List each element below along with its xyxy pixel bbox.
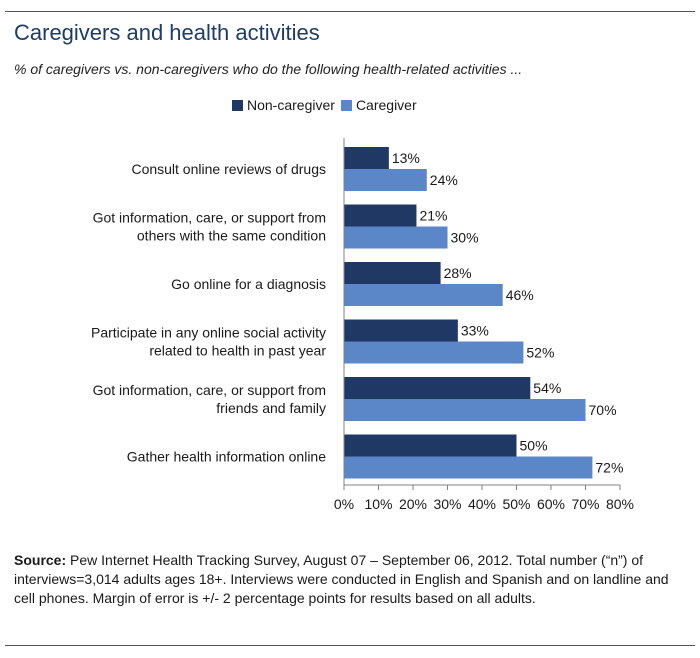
category-label-line: others with the same condition <box>137 228 326 244</box>
bar-caregiver <box>344 226 448 249</box>
data-label-non-caregiver: 13% <box>392 150 420 166</box>
category-label-line: Consult online reviews of drugs <box>131 161 326 177</box>
bar-non-caregiver <box>344 262 441 284</box>
source-text: Pew Internet Health Tracking Survey, Aug… <box>14 552 669 606</box>
data-label-non-caregiver: 33% <box>461 323 489 339</box>
category-label-line: Got information, care, or support from <box>93 210 326 226</box>
data-label-caregiver: 24% <box>430 172 458 188</box>
legend-label-non-caregiver: Non-caregiver <box>247 97 335 113</box>
source-label: Source: <box>14 552 67 568</box>
category-label-line: Gather health information online <box>127 449 326 465</box>
source-note: Source: Pew Internet Health Tracking Sur… <box>14 551 684 608</box>
category-label: Gather health information online <box>127 449 326 465</box>
x-tick-label: 20% <box>399 496 427 512</box>
category-label-line: related to health in past year <box>149 343 326 359</box>
category-label-line: Go online for a diagnosis <box>171 276 326 292</box>
bar-caregiver <box>344 456 593 479</box>
legend-item-non-caregiver: Non-caregiver <box>232 97 335 113</box>
x-tick-label: 70% <box>571 496 599 512</box>
top-rule <box>5 11 695 12</box>
bar-non-caregiver <box>344 434 517 457</box>
category-label-line: Participate in any online social activit… <box>91 325 326 341</box>
data-label-caregiver: 46% <box>506 287 534 303</box>
chart-subtitle: % of caregivers vs. non-caregivers who d… <box>14 61 523 77</box>
bar-non-caregiver <box>344 147 389 169</box>
x-tick-label: 0% <box>334 496 354 512</box>
data-label-caregiver: 30% <box>451 230 479 246</box>
x-tick-label: 60% <box>537 496 565 512</box>
bottom-rule <box>5 645 695 646</box>
x-tick-label: 30% <box>433 496 461 512</box>
legend-swatch-caregiver <box>340 99 352 111</box>
x-tick-label: 80% <box>606 496 634 512</box>
data-label-caregiver: 72% <box>595 460 623 476</box>
category-label: Got information, care, or support from fr… <box>93 382 326 416</box>
data-label-caregiver: 52% <box>526 345 554 361</box>
bar-non-caregiver <box>344 204 417 227</box>
category-label-line: friends and family <box>216 400 326 416</box>
x-tick-label: 40% <box>468 496 496 512</box>
data-label-non-caregiver: 50% <box>520 438 548 454</box>
bar-chart: Consult online reviews of drugs 13% 24% Got… <box>91 138 634 512</box>
data-label-caregiver: 70% <box>589 402 617 418</box>
legend-item-caregiver: Caregiver <box>340 97 417 113</box>
category-label: Got information, care, or support from ot… <box>93 210 326 244</box>
category-label: Go online for a diagnosis <box>171 276 326 292</box>
bar-non-caregiver <box>344 319 458 342</box>
chart-title: Caregivers and health activities <box>14 20 320 45</box>
x-tick-label: 50% <box>502 496 530 512</box>
category-label-line: Got information, care, or support from <box>93 382 326 398</box>
legend: Non-caregiver Caregiver <box>232 97 423 113</box>
data-label-non-caregiver: 21% <box>419 208 447 224</box>
category-label: Consult online reviews of drugs <box>131 161 326 177</box>
legend-swatch-non-caregiver <box>232 99 243 111</box>
legend-label-caregiver: Caregiver <box>355 97 417 113</box>
bar-caregiver <box>344 341 524 364</box>
data-label-non-caregiver: 54% <box>533 380 561 396</box>
category-label: Participate in any online social activit… <box>91 325 326 359</box>
data-label-non-caregiver: 28% <box>444 265 472 281</box>
bar-caregiver <box>344 169 427 191</box>
bar-non-caregiver <box>344 377 531 399</box>
bar-caregiver <box>344 284 503 306</box>
x-tick-label: 10% <box>364 496 392 512</box>
bar-caregiver <box>344 399 586 421</box>
